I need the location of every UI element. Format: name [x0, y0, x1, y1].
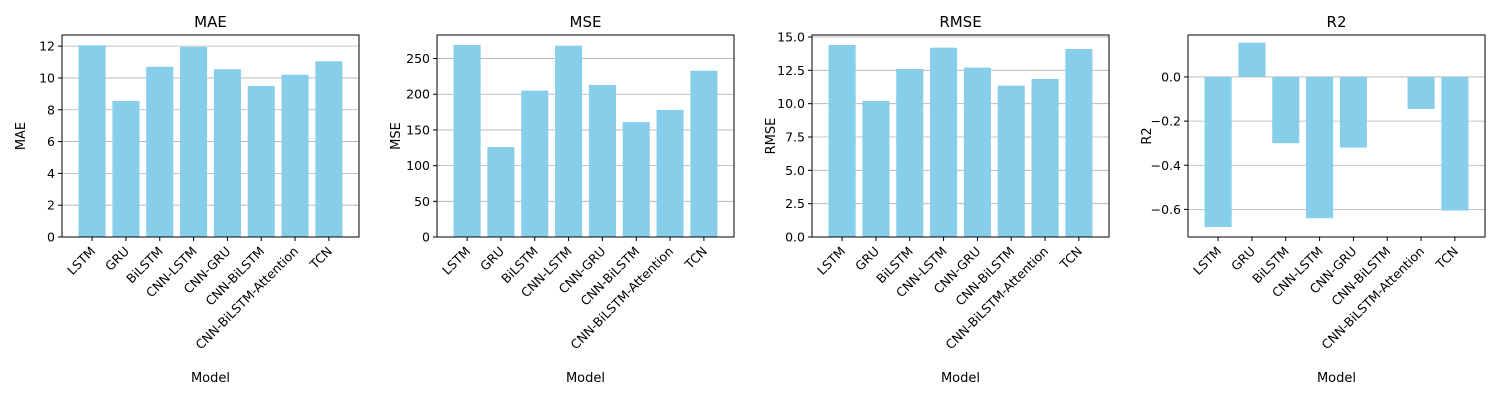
- y-tick-label: 250: [406, 51, 430, 66]
- y-tick-label: 0.0: [1161, 69, 1181, 84]
- bar-lstm: [828, 45, 856, 237]
- y-tick-label: 10.0: [777, 96, 805, 111]
- y-axis-label: MSE: [389, 122, 404, 150]
- bar-lstm: [78, 45, 106, 238]
- x-axis-label: Model: [566, 371, 605, 386]
- bar-gru: [487, 147, 515, 237]
- y-tick-label: 12.5: [777, 63, 805, 78]
- bar-cnn-gru: [963, 67, 991, 238]
- axes-frame: [61, 34, 360, 238]
- y-tick-label: 100: [406, 158, 430, 173]
- y-axis-label: R2: [1140, 127, 1155, 144]
- x-tick-label: LSTM: [439, 244, 473, 278]
- x-tick-label: TCN: [681, 244, 710, 273]
- y-tick-label: 0: [47, 230, 55, 245]
- bar-bilstm: [1272, 76, 1300, 144]
- axes-frame: [1187, 34, 1486, 238]
- y-tick-label: 50: [414, 194, 430, 209]
- x-tick-label: TCN: [1432, 244, 1461, 273]
- bar-lstm: [453, 44, 481, 237]
- subplot-title: RMSE: [939, 13, 981, 31]
- y-tick-label: 12: [39, 39, 55, 54]
- x-axis-label: Model: [941, 371, 980, 386]
- bar-cnn-gru: [588, 84, 616, 237]
- bar-tcn: [1065, 49, 1093, 237]
- bar-cnn-bilstm: [997, 85, 1025, 238]
- bar-tcn: [1441, 76, 1469, 211]
- bar-lstm: [1204, 76, 1232, 228]
- bar-gru: [112, 101, 140, 237]
- bar-cnn-lstm: [1306, 76, 1334, 219]
- y-tick-label: 0.0: [785, 230, 805, 245]
- y-tick-label: 5.0: [785, 163, 805, 178]
- y-tick-label: −0.2: [1151, 114, 1181, 129]
- bar-bilstm: [146, 66, 174, 237]
- y-tick-label: 15.0: [777, 30, 805, 45]
- bar-bilstm: [521, 90, 549, 237]
- bar-tcn: [315, 61, 343, 237]
- x-tick-label: GRU: [102, 244, 132, 274]
- x-tick-label: TCN: [1056, 244, 1085, 273]
- subplot-title: R2: [1327, 13, 1347, 31]
- x-tick-label: LSTM: [64, 244, 98, 278]
- y-tick-label: 10: [39, 70, 55, 85]
- y-tick-label: −0.4: [1151, 158, 1181, 173]
- y-tick-label: 7.5: [785, 130, 805, 145]
- bar-bilstm: [896, 69, 924, 237]
- bar-cnn-bilstm-attention: [1031, 79, 1059, 237]
- y-tick-label: 4: [47, 166, 55, 181]
- bar-cnn-bilstm-attention: [1407, 76, 1435, 109]
- bar-cnn-bilstm-attention: [656, 109, 684, 237]
- bar-cnn-gru: [1339, 76, 1367, 148]
- y-tick-label: −0.6: [1151, 202, 1181, 217]
- bar-cnn-lstm: [180, 46, 208, 237]
- bar-gru: [862, 101, 890, 237]
- bar-cnn-lstm: [930, 47, 958, 237]
- y-tick-label: 150: [406, 122, 430, 137]
- y-tick-label: 2: [47, 198, 55, 213]
- bar-cnn-bilstm: [622, 122, 650, 237]
- x-axis-label: Model: [191, 371, 230, 386]
- x-tick-label: GRU: [852, 244, 882, 274]
- bar-cnn-gru: [213, 69, 241, 237]
- bar-tcn: [690, 70, 718, 237]
- bar-cnn-bilstm-attention: [281, 74, 309, 237]
- y-axis-label: RMSE: [764, 118, 779, 155]
- axes-frame: [811, 34, 1110, 238]
- y-tick-label: 200: [406, 87, 430, 102]
- x-tick-label: LSTM: [1190, 244, 1224, 278]
- x-tick-label: GRU: [477, 244, 507, 274]
- y-axis-label: MAE: [14, 122, 29, 150]
- x-tick-label: LSTM: [814, 244, 848, 278]
- bar-cnn-lstm: [555, 45, 583, 238]
- x-tick-label: GRU: [1228, 244, 1258, 274]
- subplot-title: MSE: [570, 13, 602, 31]
- subplot-title: MAE: [194, 13, 227, 31]
- x-tick-label: TCN: [306, 244, 335, 273]
- y-tick-label: 6: [47, 134, 55, 149]
- y-tick-label: 2.5: [785, 196, 805, 211]
- bar-gru: [1238, 42, 1266, 77]
- y-tick-label: 8: [47, 102, 55, 117]
- x-axis-label: Model: [1317, 371, 1356, 386]
- bar-cnn-bilstm: [247, 85, 275, 237]
- axes-frame: [436, 34, 735, 238]
- y-tick-label: 0: [422, 230, 430, 245]
